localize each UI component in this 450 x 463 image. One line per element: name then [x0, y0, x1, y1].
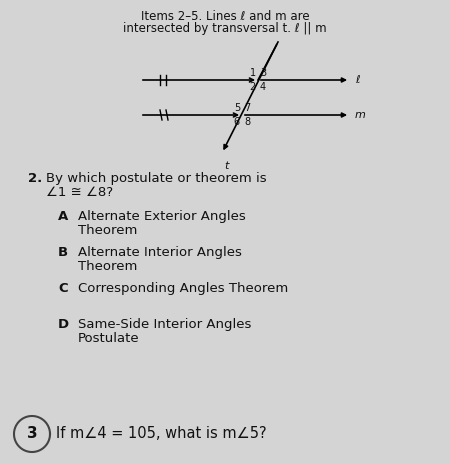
Text: By which postulate or theorem is: By which postulate or theorem is: [46, 172, 266, 185]
Text: intersected by transversal t. ℓ || m: intersected by transversal t. ℓ || m: [123, 22, 327, 35]
Text: A: A: [58, 210, 68, 223]
Text: 5: 5: [234, 103, 240, 113]
Text: 3: 3: [260, 68, 266, 78]
Text: Postulate: Postulate: [78, 332, 140, 345]
Text: Items 2–5. Lines ℓ and m are: Items 2–5. Lines ℓ and m are: [141, 10, 309, 23]
Text: 7: 7: [244, 103, 250, 113]
Text: m: m: [355, 110, 366, 120]
Text: ∠1 ≅ ∠8?: ∠1 ≅ ∠8?: [46, 186, 113, 199]
Text: Alternate Exterior Angles: Alternate Exterior Angles: [78, 210, 246, 223]
Text: t: t: [224, 161, 228, 171]
Text: 1: 1: [250, 68, 256, 78]
Text: Theorem: Theorem: [78, 224, 137, 237]
Text: ℓ: ℓ: [355, 75, 360, 85]
Text: Corresponding Angles Theorem: Corresponding Angles Theorem: [78, 282, 288, 295]
Text: If m∠4 = 105, what is m∠5?: If m∠4 = 105, what is m∠5?: [56, 426, 266, 442]
Text: D: D: [58, 318, 69, 331]
Text: Theorem: Theorem: [78, 260, 137, 273]
Text: 6: 6: [234, 117, 240, 127]
Text: Alternate Interior Angles: Alternate Interior Angles: [78, 246, 242, 259]
Text: C: C: [58, 282, 68, 295]
Text: B: B: [58, 246, 68, 259]
Text: 4: 4: [260, 82, 266, 92]
Text: 2.: 2.: [28, 172, 42, 185]
Text: 8: 8: [244, 117, 250, 127]
Text: Same-Side Interior Angles: Same-Side Interior Angles: [78, 318, 252, 331]
Text: 3: 3: [27, 426, 37, 442]
Text: 2: 2: [250, 82, 256, 92]
